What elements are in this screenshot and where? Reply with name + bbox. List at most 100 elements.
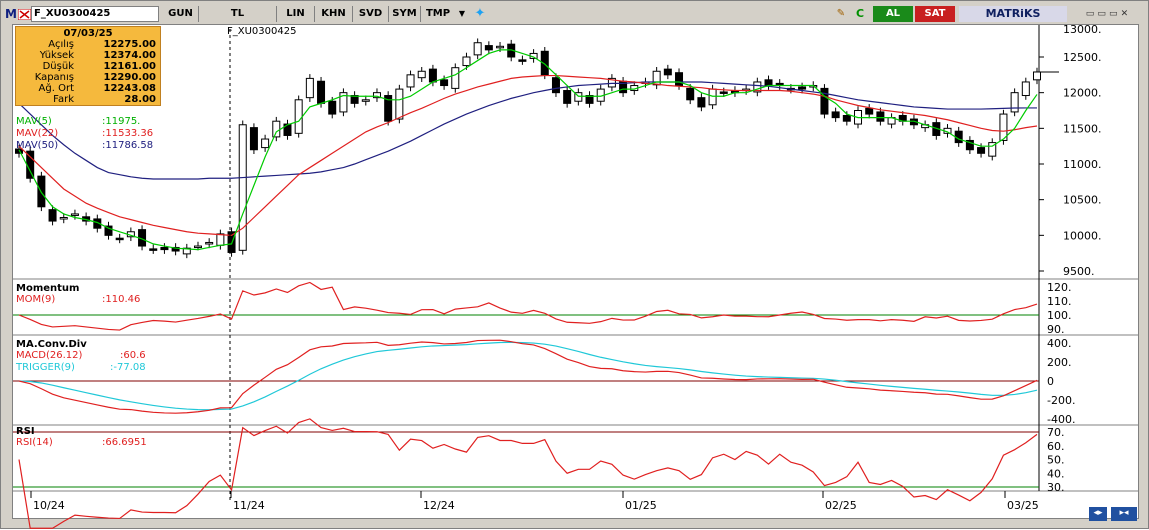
macd-tick: 0 xyxy=(1047,375,1054,388)
candle-up xyxy=(372,92,381,99)
info-label: Düşük xyxy=(42,61,74,72)
candle-down xyxy=(48,209,57,222)
x-tick-label: 01/25 xyxy=(625,499,657,512)
brand-label: MATRiKS xyxy=(959,6,1067,22)
candle-down xyxy=(317,80,326,104)
candle-down xyxy=(675,72,684,87)
info-date: 07/03/25 xyxy=(63,28,113,39)
candle-down xyxy=(831,111,840,119)
twitter-bird-icon[interactable]: ✦ xyxy=(474,6,486,21)
candle-up xyxy=(451,67,460,89)
candle-down xyxy=(697,97,706,108)
y-tick-label: 11500. xyxy=(1063,122,1102,135)
candle-up xyxy=(988,142,997,157)
rsi-tick: 40. xyxy=(1047,467,1065,480)
rsi-tick: 70. xyxy=(1047,426,1065,439)
y-tick-label: 10500. xyxy=(1063,194,1102,207)
momentum-title: Momentum xyxy=(16,283,80,294)
info-row: Yüksek 12374.00 xyxy=(16,50,162,61)
trigger-value: :-77.08 xyxy=(110,362,146,373)
candle-up xyxy=(462,56,471,67)
candle-up xyxy=(216,233,225,246)
info-row: Ağ. Ort 12243.08 xyxy=(16,83,162,94)
info-label: Ağ. Ort xyxy=(38,83,74,94)
rsi-line xyxy=(18,418,1038,529)
sell-button[interactable]: SAT xyxy=(915,6,955,22)
ohlc-info-box: 07/03/25 Açılış 12275.00 Yüksek 12374.00 D… xyxy=(15,26,161,106)
candle-up xyxy=(999,113,1008,141)
candle-up xyxy=(272,120,281,138)
mom-value: :110.46 xyxy=(102,294,141,305)
candle-down xyxy=(965,139,974,151)
candle-down xyxy=(384,95,393,122)
candle-up xyxy=(417,70,426,79)
candle-down xyxy=(764,79,773,87)
macd-tick: -200. xyxy=(1047,394,1075,407)
candle-down xyxy=(820,87,829,115)
y-tick-label: 11000. xyxy=(1063,158,1102,171)
candle-up xyxy=(1021,81,1030,97)
macd-tick: -400. xyxy=(1047,413,1075,426)
candle-down xyxy=(428,68,437,83)
candle-up xyxy=(1010,92,1019,113)
macd-name: MACD(26.12) xyxy=(16,350,83,361)
macd-value: :60.6 xyxy=(120,350,146,361)
period-button-gun[interactable]: GUN xyxy=(163,6,199,22)
candle-down xyxy=(798,86,807,90)
macd-tick: 200. xyxy=(1047,356,1072,369)
info-value: 12161.00 xyxy=(103,61,156,72)
button-sym[interactable]: SYM xyxy=(389,6,421,22)
x-tick-label: 03/25 xyxy=(1007,499,1039,512)
candle-down xyxy=(115,237,124,241)
candle-down xyxy=(663,68,672,76)
dropdown-arrow-icon[interactable]: ▼ xyxy=(458,9,466,18)
flag-icon[interactable] xyxy=(17,6,31,22)
buy-button[interactable]: AL xyxy=(873,6,913,22)
candle-down xyxy=(227,231,236,253)
y-tick-label: 9500. xyxy=(1063,265,1095,278)
info-row: Fark 28.00 xyxy=(16,94,162,105)
y-tick-label: 12500. xyxy=(1063,51,1102,64)
rsi-value: :66.6951 xyxy=(102,437,147,448)
candle-up xyxy=(1033,71,1041,81)
info-value: 12243.08 xyxy=(103,83,156,94)
mav5-name: MAV(5) xyxy=(16,116,52,127)
candle-up xyxy=(305,77,314,99)
info-value: 12290.00 xyxy=(103,72,156,83)
candle-down xyxy=(15,148,23,154)
mav50-name: MAV(50) xyxy=(16,140,59,151)
trigger-line xyxy=(18,341,1038,411)
candle-down xyxy=(328,100,337,115)
symbol-input[interactable]: F_XU0300425 xyxy=(31,6,159,22)
rsi-tick: 50. xyxy=(1047,454,1065,467)
candle-down xyxy=(283,123,292,136)
button-svd[interactable]: SVD xyxy=(353,6,389,22)
candle-down xyxy=(865,107,874,115)
mav5-legend: MAV(5):11975. xyxy=(16,116,140,128)
button-khn[interactable]: KHN xyxy=(315,6,353,22)
plot-area xyxy=(12,24,1139,519)
info-label: Açılış xyxy=(48,39,74,50)
info-value: 12374.00 xyxy=(103,50,156,61)
candle-down xyxy=(160,246,169,251)
refresh-icon[interactable]: C xyxy=(855,7,865,20)
scale-button-lin[interactable]: LIN xyxy=(277,6,315,22)
candle-up xyxy=(205,241,214,245)
candle-down xyxy=(540,50,549,76)
info-value: 12275.00 xyxy=(103,39,156,50)
cursor-symbol-label: F_XU0300425 xyxy=(227,26,297,37)
button-tmp[interactable]: TMP xyxy=(425,8,451,19)
pencil-icon[interactable]: ✎ xyxy=(836,8,846,19)
scroll-left-button[interactable]: ◂▸ xyxy=(1089,507,1107,521)
candle-down xyxy=(249,127,258,151)
candle-down xyxy=(551,77,560,94)
mav22-value: :11533.36 xyxy=(102,128,154,139)
info-row: Kapanış 12290.00 xyxy=(16,72,162,83)
window-controls[interactable]: ▭ ▭ ▭ ✕ xyxy=(1085,9,1129,19)
info-label: Kapanış xyxy=(34,72,74,83)
currency-button-tl[interactable]: TL xyxy=(199,6,277,22)
candle-down xyxy=(350,95,359,104)
scroll-right-button[interactable]: ▸◂ xyxy=(1111,507,1137,521)
candle-down xyxy=(563,90,572,104)
candle-up xyxy=(496,45,505,49)
